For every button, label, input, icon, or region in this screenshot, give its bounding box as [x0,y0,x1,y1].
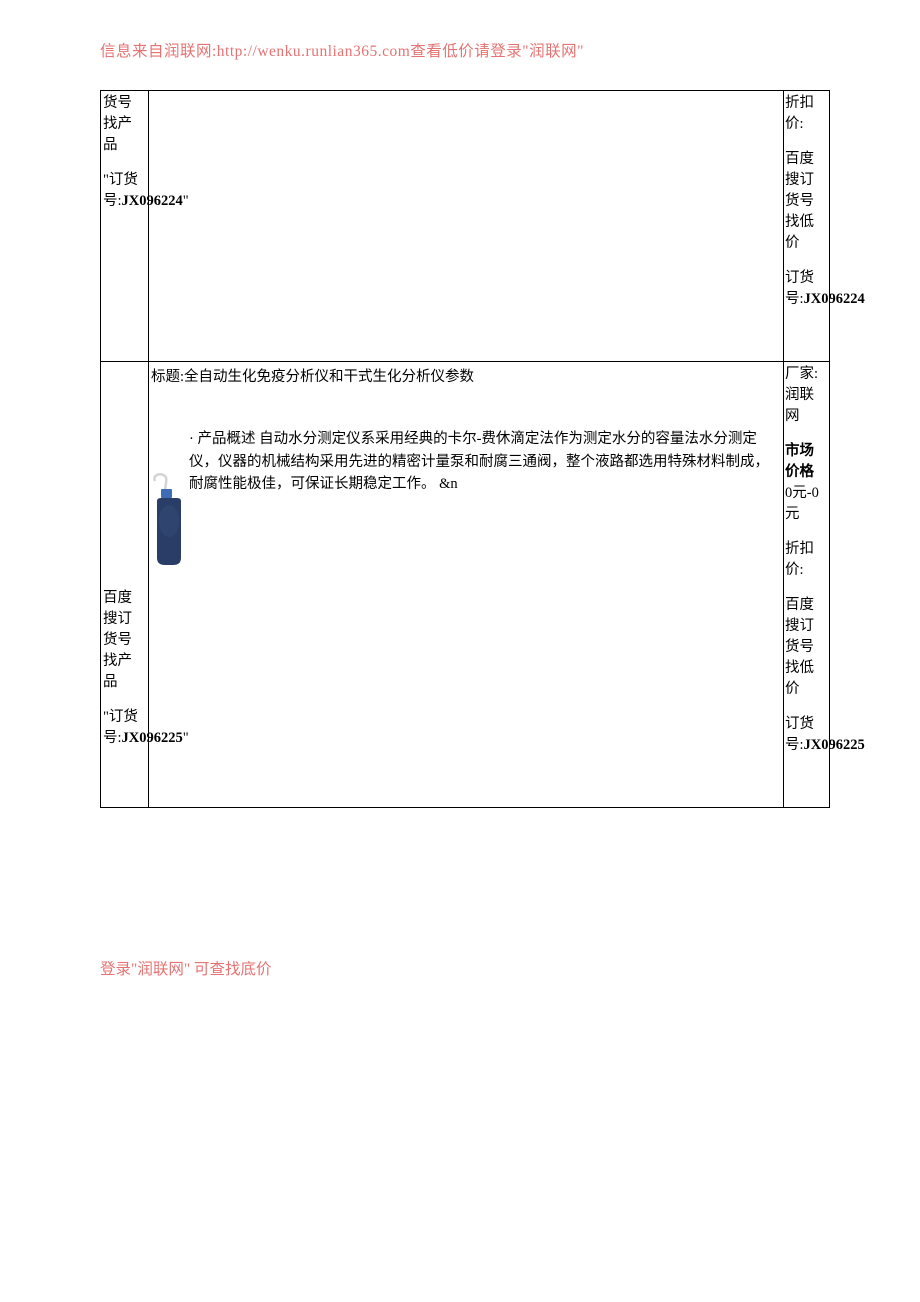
product-image-icon [151,473,187,568]
product-title: 标题:全自动生化免疫分析仪和干式生化分析仪参数 [151,366,781,388]
vendor-label: 厂家:润联网 [785,364,828,427]
search-hint: 百度搜订货号找产品 [103,588,146,693]
order-number-block: 订货号:JX096224 [785,268,828,310]
order-number: JX096225 [804,737,865,753]
order-number-block: "订货号:JX096224" [103,170,146,212]
page-footer: 登录"润联网" 可查找底价 [100,958,830,983]
order-number-block: "订货号:JX096225" [103,707,146,749]
middle-column: 标题:全自动生化免疫分析仪和干式生化分析仪参数 · 产品概述 自动水分测定仪系采… [149,362,784,807]
right-column: 折扣价: 百度搜订货号找低价 订货号:JX096224 [784,91,829,361]
table-row: 百度搜订货号找产品 "订货号:JX096225" 标题:全自动生化免疫分析仪和干… [101,362,829,807]
product-table: 货号找产品 "订货号:JX096224" 折扣价: 百度搜订货号找低价 订货号:… [100,90,830,808]
baidu-hint: 百度搜订货号找低价 [785,149,828,254]
market-price-block: 市场价格 0元-0元 [785,441,828,525]
page-header: 信息来自润联网:http://wenku.runlian365.com查看低价请… [100,40,830,65]
search-hint: 货号找产品 [103,93,146,156]
baidu-hint: 百度搜订货号找低价 [785,595,828,700]
discount-label: 折扣价: [785,93,828,135]
product-description: · 产品概述 自动水分测定仪系采用经典的卡尔-费休滴定法作为测定水分的容量法水分… [151,428,781,495]
table-row: 货号找产品 "订货号:JX096224" 折扣价: 百度搜订货号找低价 订货号:… [101,91,829,362]
order-number-block: 订货号:JX096225 [785,714,828,756]
discount-label: 折扣价: [785,539,828,581]
left-column: 百度搜订货号找产品 "订货号:JX096225" [101,362,149,807]
left-column: 货号找产品 "订货号:JX096224" [101,91,149,361]
market-price-label: 市场价格 [785,441,828,483]
right-column: 厂家:润联网 市场价格 0元-0元 折扣价: 百度搜订货号找低价 订货号:JX0… [784,362,829,807]
market-price-value: 0元-0元 [785,483,828,525]
middle-column [149,91,784,361]
order-number: JX096224 [804,291,865,307]
